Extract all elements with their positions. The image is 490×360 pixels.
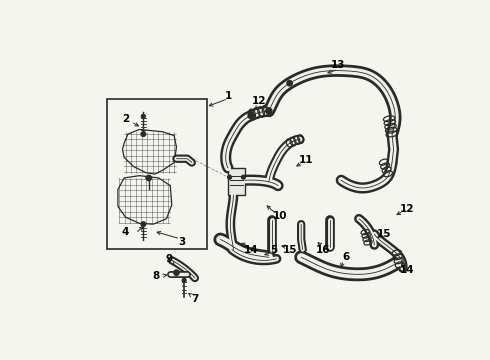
Bar [228, 168, 245, 195]
Text: 14: 14 [244, 244, 258, 255]
Text: 2: 2 [122, 114, 129, 123]
Circle shape [287, 81, 293, 86]
Circle shape [182, 278, 186, 282]
Circle shape [141, 222, 146, 226]
Text: 14: 14 [400, 265, 415, 275]
Text: 3: 3 [178, 237, 185, 247]
Circle shape [242, 175, 245, 179]
Circle shape [228, 175, 231, 179]
Text: 9: 9 [165, 254, 172, 264]
Text: 10: 10 [272, 211, 287, 221]
Text: 16: 16 [316, 244, 330, 255]
Text: 8: 8 [153, 271, 160, 281]
Circle shape [174, 270, 179, 275]
Text: 12: 12 [400, 204, 415, 214]
Circle shape [141, 132, 146, 136]
Text: 15: 15 [282, 244, 297, 255]
Circle shape [248, 112, 254, 119]
Text: 7: 7 [191, 294, 198, 304]
Text: 13: 13 [331, 60, 345, 70]
Circle shape [266, 108, 272, 114]
Text: 4: 4 [122, 227, 129, 237]
Circle shape [146, 175, 151, 181]
Circle shape [142, 114, 145, 118]
Text: 11: 11 [298, 155, 313, 165]
Text: 6: 6 [342, 252, 349, 262]
Text: 12: 12 [251, 96, 266, 106]
Text: 5: 5 [270, 244, 278, 255]
Text: 15: 15 [377, 229, 392, 239]
Text: 1: 1 [224, 91, 232, 100]
Bar [107, 99, 207, 249]
